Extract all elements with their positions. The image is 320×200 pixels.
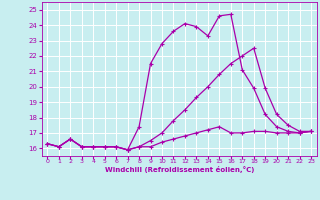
X-axis label: Windchill (Refroidissement éolien,°C): Windchill (Refroidissement éolien,°C) (105, 166, 254, 173)
